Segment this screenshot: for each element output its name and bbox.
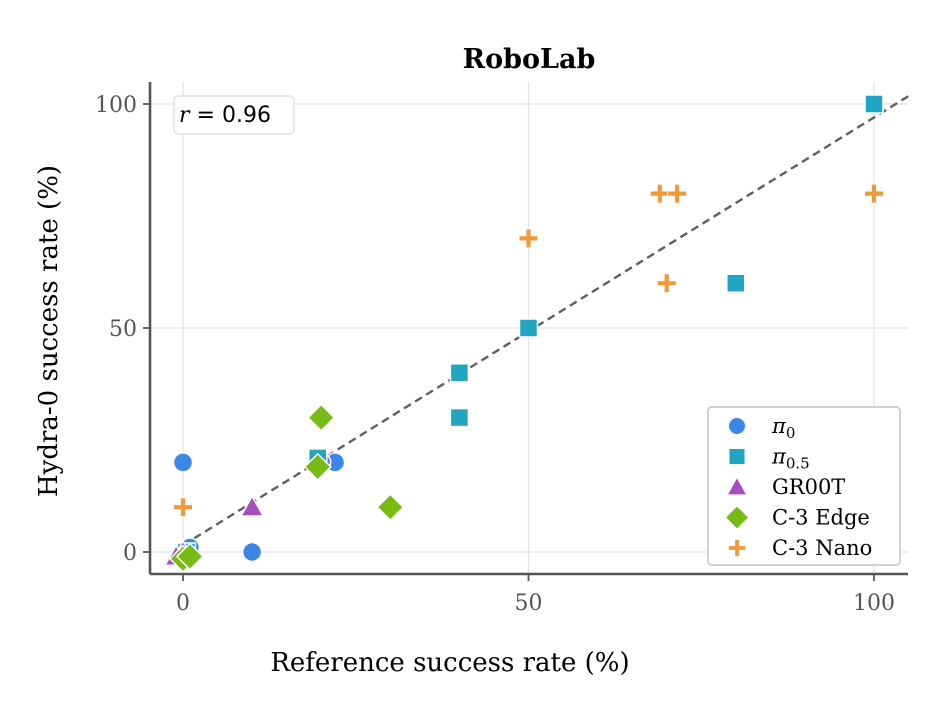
legend-label-subscript: 0.5 <box>786 455 810 473</box>
data-point <box>518 318 539 338</box>
legend-label: C-3 Nano <box>772 536 872 560</box>
x-axis-label: Reference success rate (%) <box>270 648 629 678</box>
data-point <box>449 363 470 383</box>
legend-label: π0.5 <box>771 445 810 473</box>
axes <box>143 82 908 581</box>
data-point <box>239 494 265 517</box>
data-point <box>864 183 884 204</box>
legend-label-name: GR00T <box>772 475 845 499</box>
legend-label-name: C-3 Edge <box>772 506 870 530</box>
data-point <box>864 94 884 114</box>
y-axis-label: Hydra-0 success rate (%) <box>34 165 64 497</box>
data-point <box>307 403 336 432</box>
legend-label-name: π <box>771 414 787 438</box>
legend-label: GR00T <box>772 475 845 499</box>
legend-label: π0 <box>771 414 795 442</box>
data-point <box>175 542 204 571</box>
x-tick-label: 50 <box>515 591 543 616</box>
data-point <box>656 273 677 294</box>
data-point <box>376 493 405 522</box>
legend-label-subscript: 0 <box>786 424 796 442</box>
legend-label-name: π <box>771 445 787 469</box>
x-tick-label: 0 <box>176 591 190 616</box>
data-point <box>667 183 688 204</box>
chart-title: RoboLab <box>463 44 596 75</box>
annotation-symbol: r <box>179 103 191 128</box>
data-point <box>172 452 194 473</box>
data-point <box>173 497 193 518</box>
data-point <box>518 228 539 249</box>
data-point <box>726 273 746 293</box>
y-tick-label: 0 <box>123 541 137 566</box>
tick-labels: 0 50 100 0 50 100 <box>95 93 895 616</box>
legend-label: C-3 Edge <box>772 506 870 530</box>
legend-box <box>707 406 901 566</box>
y-tick-label: 50 <box>109 317 137 342</box>
correlation-annotation: r = 0.96 <box>173 95 295 135</box>
data-point <box>649 183 670 204</box>
legend-marker <box>727 447 747 466</box>
data-point <box>303 452 332 481</box>
legend-marker <box>725 475 749 496</box>
legend-marker <box>723 504 751 531</box>
legend-label-name: C-3 Nano <box>772 536 872 560</box>
data-point <box>449 407 470 428</box>
annotation-text: r = 0.96 <box>179 103 271 128</box>
data-points <box>163 94 884 573</box>
annotation-box <box>173 95 295 135</box>
annotation-value: = 0.96 <box>190 103 271 128</box>
data-point <box>241 541 263 563</box>
legend-marker <box>727 538 747 558</box>
y-tick-label: 100 <box>95 93 137 118</box>
x-tick-label: 100 <box>853 591 895 616</box>
legend-marker <box>727 416 747 436</box>
